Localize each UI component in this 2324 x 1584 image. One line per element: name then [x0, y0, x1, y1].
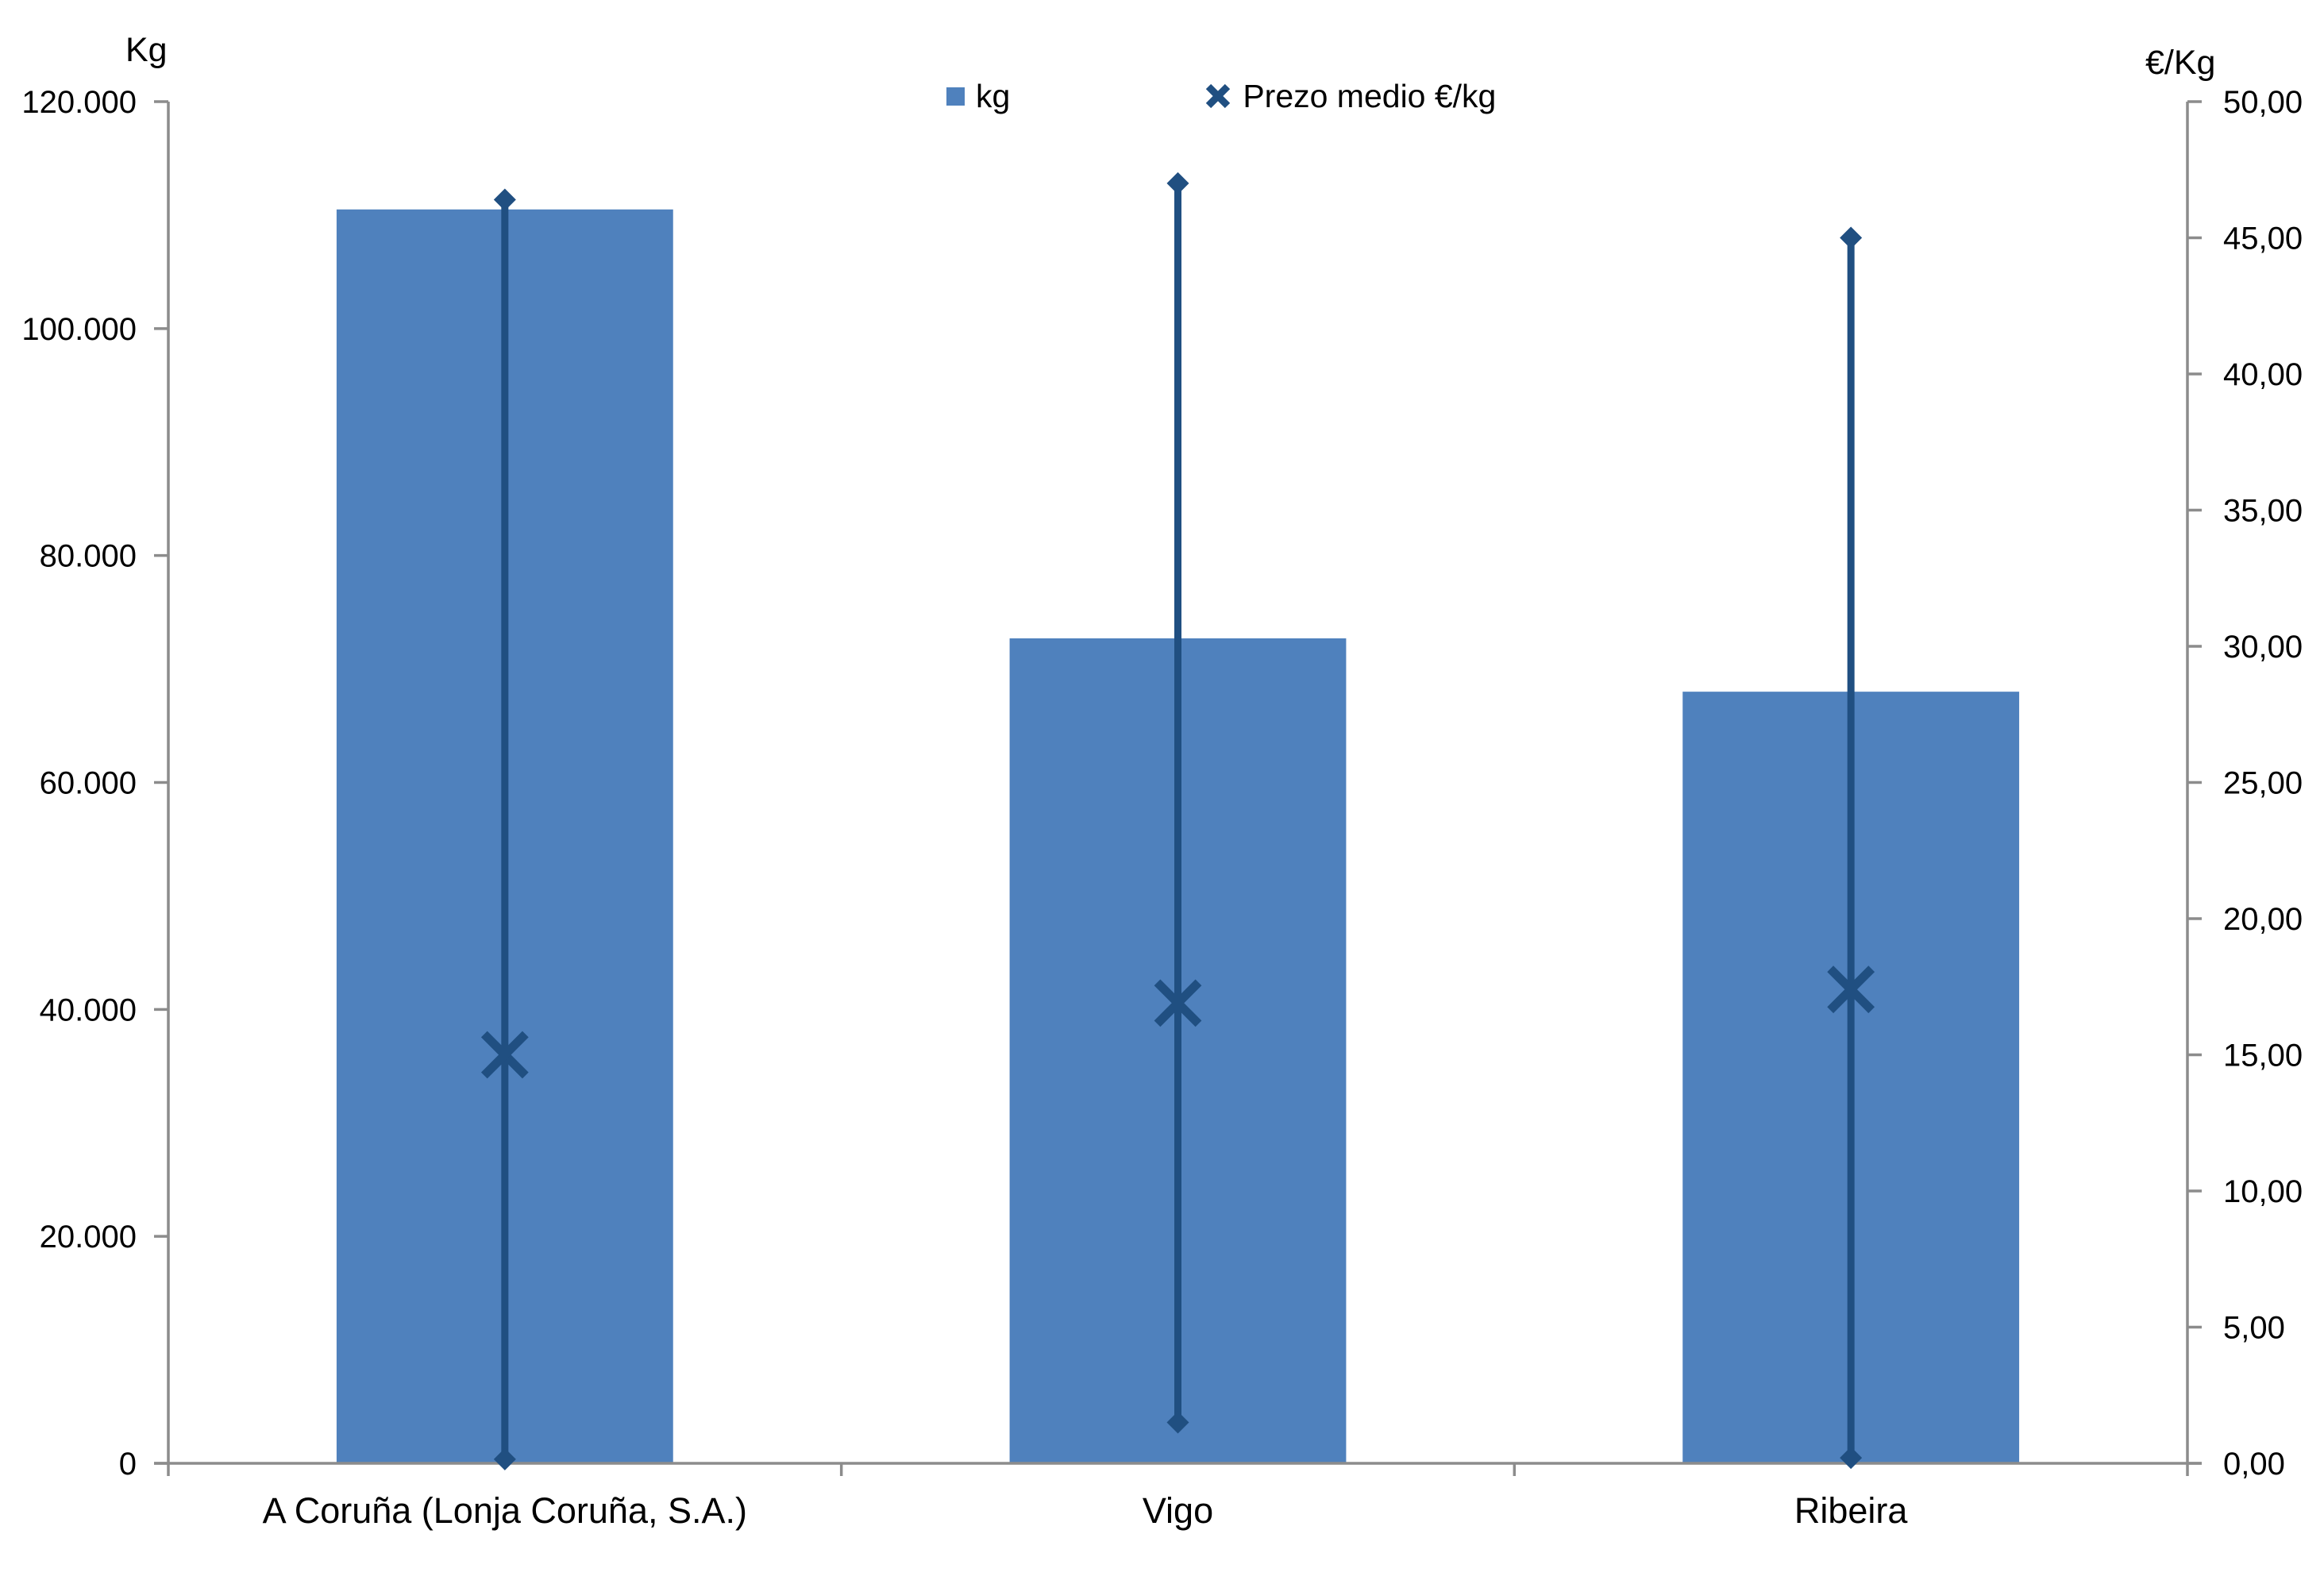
left-tick-label: 100.000 [21, 312, 137, 347]
low-marker-icon-0 [493, 1447, 516, 1470]
right-axis-title: €/Kg [2145, 44, 2216, 82]
legend-label-kg: kg [976, 77, 1011, 114]
left-tick-label: 120.000 [21, 85, 137, 120]
right-tick-label: 0,00 [2223, 1447, 2285, 1482]
legend-item-prezo-medio: Prezo medio €/kg [1204, 78, 1496, 115]
x-marker-icon [1206, 83, 1231, 109]
left-tick-label: 0 [119, 1447, 137, 1482]
category-label-1: Vigo [1143, 1490, 1213, 1531]
right-tick-label: 15,00 [2223, 1039, 2303, 1073]
right-tick-label: 45,00 [2223, 222, 2303, 256]
low-marker-icon-1 [1166, 1411, 1189, 1434]
right-tick-label: 50,00 [2223, 85, 2303, 120]
category-label-2: Ribeira [1794, 1490, 1909, 1531]
high-marker-icon-2 [1840, 226, 1863, 249]
left-tick-label: 40.000 [40, 992, 137, 1027]
mean-marker-icon-0 [480, 1031, 529, 1079]
left-tick-label: 60.000 [40, 766, 137, 801]
right-tick-label: 35,00 [2223, 494, 2303, 529]
right-tick-label: 5,00 [2223, 1311, 2285, 1346]
legend-item-kg: kg [946, 78, 1010, 115]
right-tick-label: 25,00 [2223, 766, 2303, 801]
mean-marker-icon-1 [1154, 979, 1202, 1027]
right-tick-label: 10,00 [2223, 1174, 2303, 1209]
left-tick-label: 20.000 [40, 1220, 137, 1254]
left-tick-label: 80.000 [40, 539, 137, 574]
bar-series-swatch-icon [946, 87, 965, 106]
high-marker-icon-1 [1166, 172, 1189, 195]
high-marker-icon-0 [493, 188, 516, 211]
right-tick-label: 40,00 [2223, 357, 2303, 392]
left-axis-title: Kg [125, 31, 168, 69]
legend-label-prezo-medio: Prezo medio €/kg [1243, 77, 1497, 114]
mean-marker-icon-2 [1827, 965, 1875, 1014]
legend: kg Prezo medio €/kg [946, 78, 1496, 114]
right-tick-label: 20,00 [2223, 902, 2303, 937]
category-label-0: A Coruña (Lonja Coruña, S.A.) [263, 1490, 747, 1531]
low-marker-icon-2 [1840, 1447, 1863, 1470]
right-tick-label: 30,00 [2223, 630, 2303, 665]
